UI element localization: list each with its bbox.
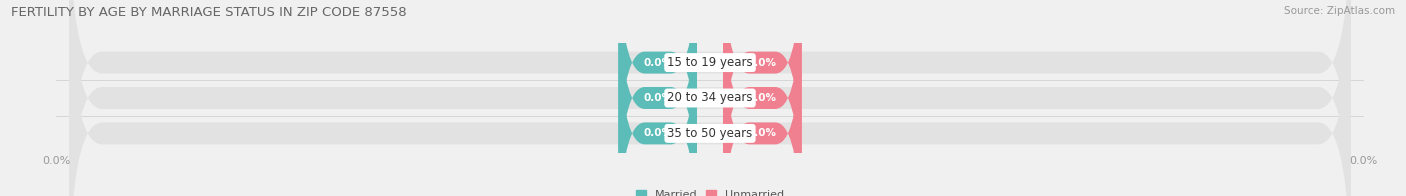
Text: 0.0%: 0.0% [643, 128, 672, 138]
Text: 35 to 50 years: 35 to 50 years [668, 127, 752, 140]
Text: Source: ZipAtlas.com: Source: ZipAtlas.com [1284, 6, 1395, 16]
FancyBboxPatch shape [723, 0, 801, 193]
Text: 20 to 34 years: 20 to 34 years [668, 92, 752, 104]
Text: 0.0%: 0.0% [643, 58, 672, 68]
Text: FERTILITY BY AGE BY MARRIAGE STATUS IN ZIP CODE 87558: FERTILITY BY AGE BY MARRIAGE STATUS IN Z… [11, 6, 406, 19]
FancyBboxPatch shape [69, 0, 1351, 196]
FancyBboxPatch shape [723, 3, 801, 196]
FancyBboxPatch shape [619, 0, 697, 193]
Text: 0.0%: 0.0% [643, 93, 672, 103]
Legend: Married, Unmarried: Married, Unmarried [631, 185, 789, 196]
Text: 15 to 19 years: 15 to 19 years [668, 56, 752, 69]
FancyBboxPatch shape [69, 0, 1351, 196]
Text: 0.0%: 0.0% [748, 128, 778, 138]
FancyBboxPatch shape [69, 0, 1351, 196]
FancyBboxPatch shape [619, 3, 697, 196]
Text: 0.0%: 0.0% [748, 93, 778, 103]
Text: 0.0%: 0.0% [748, 58, 778, 68]
FancyBboxPatch shape [723, 0, 801, 196]
FancyBboxPatch shape [619, 0, 697, 196]
